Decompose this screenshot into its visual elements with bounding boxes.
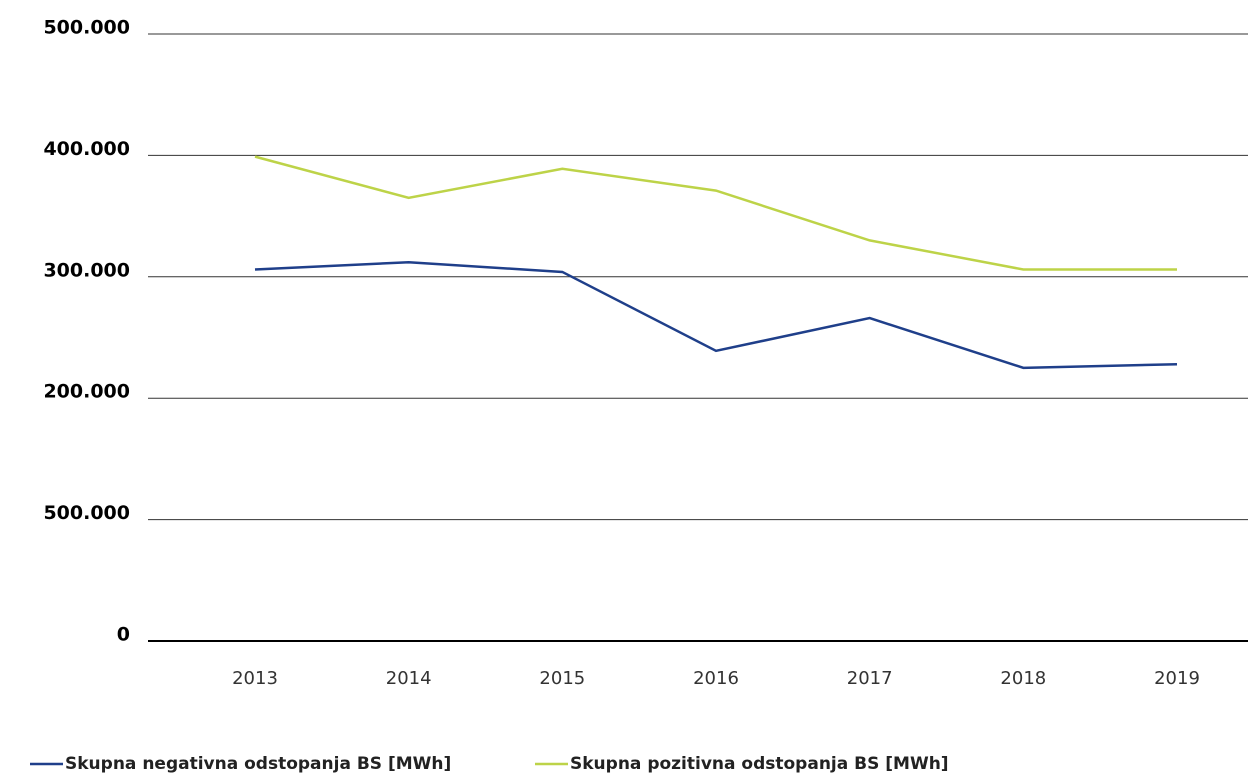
x-tick-label: 2018: [1000, 668, 1046, 689]
y-tick-label: 500.000: [43, 17, 130, 39]
y-tick-label: 200.000: [43, 381, 130, 403]
line-series: [254, 155, 1177, 271]
x-tick-label: 2016: [693, 668, 739, 689]
y-tick-label: 500.000: [43, 502, 130, 524]
line-series: [254, 260, 1178, 370]
x-tick-label: 2014: [386, 668, 432, 689]
x-tick-label: 2015: [539, 668, 585, 689]
legend-label: Skupna pozitivna odstopanja BS [MWh]: [570, 754, 949, 774]
x-tick-label: 2017: [847, 668, 893, 689]
y-tick-label: 300.000: [43, 259, 130, 281]
x-tick-label: 2019: [1154, 668, 1200, 689]
legend-label: Skupna negativna odstopanja BS [MWh]: [65, 754, 451, 774]
y-tick-label: 400.000: [43, 138, 130, 160]
y-tick-label: 0: [117, 624, 130, 646]
x-tick-label: 2013: [232, 668, 278, 689]
